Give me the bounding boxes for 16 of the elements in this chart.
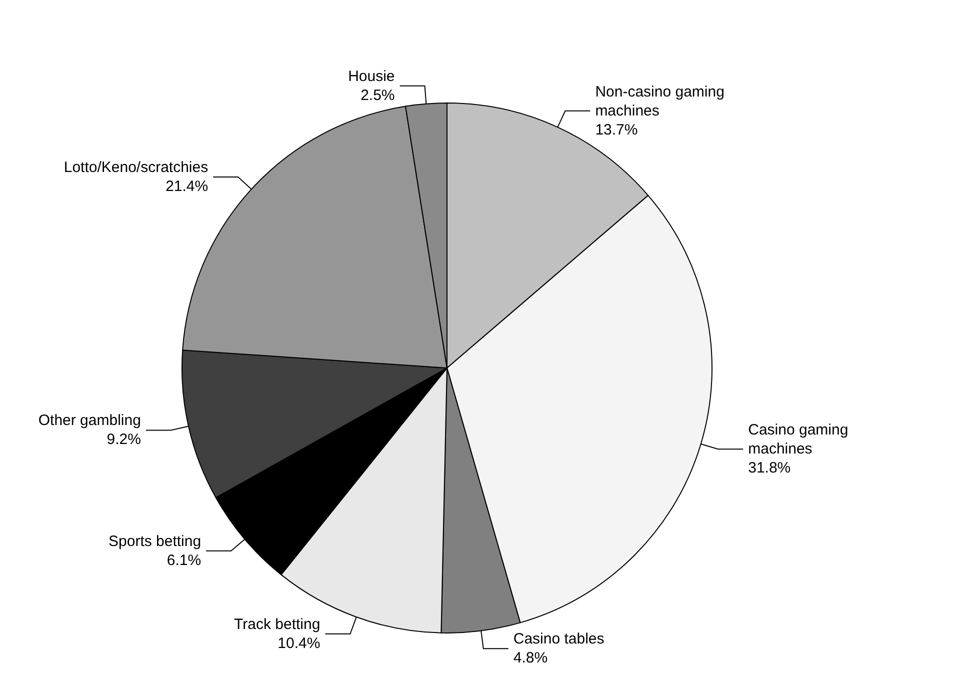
- data-label: 2.5%: [360, 86, 395, 104]
- slice-label: Lotto/Keno/scratchies: [64, 159, 208, 176]
- slice-label: Casino tables: [513, 630, 604, 648]
- slice-label: Housie: [348, 68, 395, 85]
- slice-label: Sports betting: [108, 532, 202, 550]
- data-label: 4.8%: [513, 650, 548, 667]
- data-label: 21.4%: [166, 178, 208, 196]
- slice-label: Casino gaming machines: [748, 422, 852, 458]
- data-label: 31.8%: [748, 460, 791, 477]
- data-label: 13.7%: [595, 121, 638, 138]
- slice-label: Non-casino gaming machines: [595, 83, 729, 120]
- slice-label: Other gambling: [38, 412, 141, 430]
- slice-label: Track betting: [234, 616, 320, 633]
- data-label: 6.1%: [166, 552, 202, 569]
- data-label: 10.4%: [278, 634, 320, 652]
- data-label: 9.2%: [106, 431, 141, 448]
